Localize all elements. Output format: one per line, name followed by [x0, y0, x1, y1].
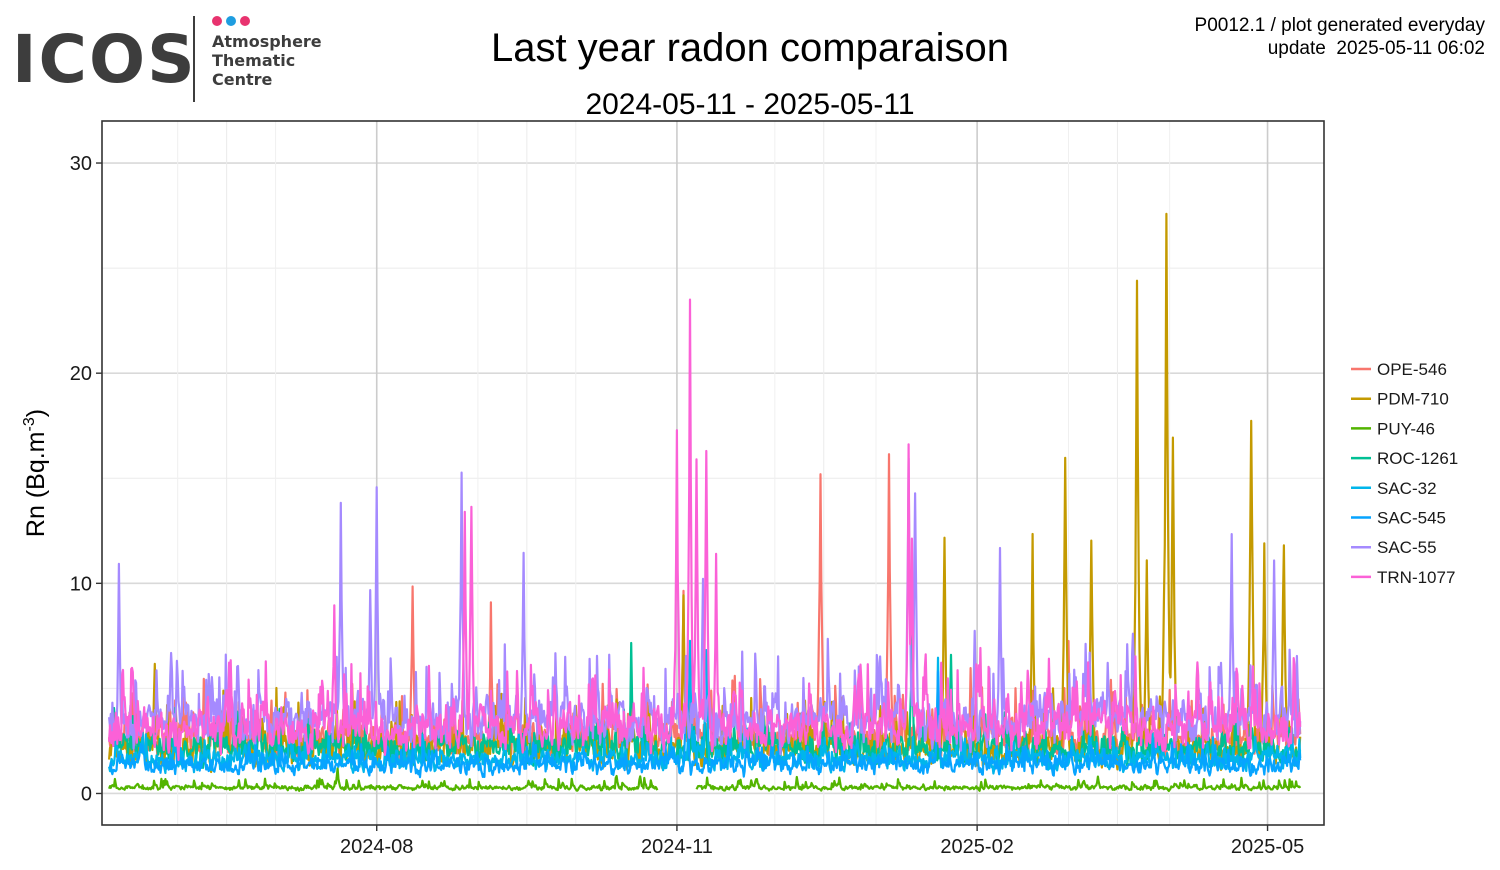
- grid-lines: [102, 121, 1324, 825]
- icos-logo: ICOS Atmosphere Thematic Centre: [10, 14, 330, 104]
- legend-label: ROC-1261: [1377, 449, 1458, 468]
- y-tick-label: 20: [70, 363, 92, 385]
- y-tick-label: 10: [70, 573, 92, 595]
- logo-wordmark: ICOS: [12, 21, 197, 98]
- logo-subtitle: Atmosphere Thematic Centre: [212, 32, 322, 89]
- logo-dot-2: [226, 16, 236, 26]
- logo-line-1: Atmosphere: [212, 32, 322, 51]
- x-tick-label: 2024-08: [340, 836, 413, 858]
- meta-line-1: P0012.1 / plot generated everyday: [1194, 15, 1485, 36]
- legend: OPE-546 PDM-710 PUY-46 ROC-1261 SAC-32 SAC-54…: [1351, 360, 1458, 587]
- series-line: [695, 775, 1302, 793]
- y-tick-label: 30: [70, 153, 92, 175]
- chart-title: Last year radon comparaison: [490, 26, 1010, 70]
- y-axis: 0 10 20 30: [70, 153, 102, 805]
- y-axis-label: Rn (Bq.m-3): [21, 409, 50, 537]
- series-line: [108, 767, 659, 792]
- logo-divider: [193, 16, 195, 102]
- logo-line-3: Centre: [212, 70, 273, 89]
- series-line: [108, 666, 1302, 779]
- legend-label: TRN-1077: [1377, 568, 1455, 587]
- y-tick-label: 0: [81, 783, 92, 805]
- legend-label: SAC-32: [1377, 479, 1437, 498]
- x-tick-label: 2025-05: [1231, 836, 1304, 858]
- meta-line-2: update 2025-05-11 06:02: [1267, 38, 1485, 59]
- x-axis: 2024-08 2024-11 2025-02 2025-05: [340, 825, 1304, 858]
- generation-info: P0012.1 / plot generated everyday update…: [1195, 14, 1485, 60]
- chart-subtitle: 2024-05-11 - 2025-05-11: [585, 88, 915, 121]
- plot-border: [101, 120, 1325, 826]
- logo-line-2: Thematic: [212, 51, 296, 70]
- logo-dot-1: [212, 16, 222, 26]
- logo-dot-3: [240, 16, 250, 26]
- legend-label: SAC-55: [1377, 538, 1437, 557]
- legend-label: PDM-710: [1377, 390, 1449, 409]
- legend-label: OPE-546: [1377, 360, 1447, 379]
- series-lines: [108, 212, 1302, 793]
- legend-label: PUY-46: [1377, 419, 1435, 438]
- legend-label: SAC-545: [1377, 509, 1446, 528]
- x-tick-label: 2024-11: [641, 836, 713, 858]
- x-tick-label: 2025-02: [940, 836, 1013, 858]
- series-line: [108, 298, 1302, 762]
